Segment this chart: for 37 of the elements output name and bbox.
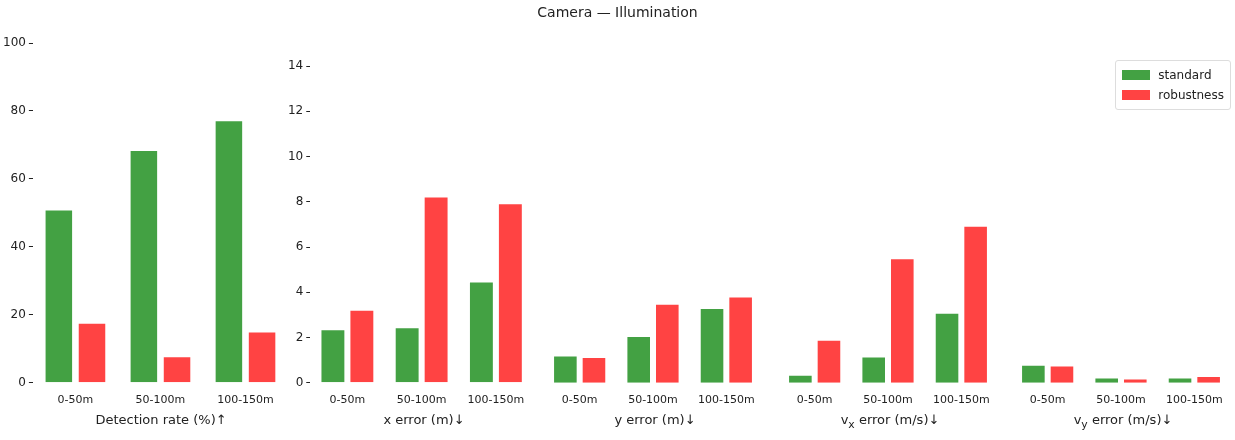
y-tick-label: 40 xyxy=(10,239,26,254)
x-axis-title: v$_{y}$ error (m/s)↓ xyxy=(1072,412,1174,431)
legend-label: standard xyxy=(1158,68,1212,82)
x-tick-label: 100-150m xyxy=(467,393,525,407)
x-tick-label: 50-100m xyxy=(863,393,913,407)
y-tick-label: 80 xyxy=(10,103,26,118)
x-tick-label: 0-50m xyxy=(561,393,598,407)
x-tick-label: 0-50m xyxy=(1029,393,1066,407)
y-tick-label: 100 xyxy=(3,35,26,50)
x-tick-label: 50-100m xyxy=(628,393,678,407)
y-tick-label: 0 xyxy=(295,374,304,389)
chart-title: Camera — Illumination xyxy=(536,4,699,20)
x-tick-label: 100-150m xyxy=(217,393,274,407)
x-tick-label: 0-50m xyxy=(329,393,366,407)
x-axis-title: x error (m)↓ xyxy=(382,412,466,427)
y-tick-label: 12 xyxy=(287,103,304,118)
x-tick-label: 100-150m xyxy=(697,393,755,407)
x-axis-title: y error (m)↓ xyxy=(613,412,697,427)
y-tick-label: 20 xyxy=(10,306,26,321)
y-tick-label: 10 xyxy=(287,148,304,163)
x-tick-label: 50-100m xyxy=(396,393,447,407)
y-tick-label: 2 xyxy=(295,329,304,344)
y-tick-label: 8 xyxy=(295,193,304,208)
y-tick-label: 0 xyxy=(18,374,26,389)
y-tick-label: 60 xyxy=(10,171,26,186)
y-tick-label: 4 xyxy=(295,284,304,299)
x-axis-title: Detection rate (%)↑ xyxy=(94,412,228,427)
x-tick-label: 0-50m xyxy=(796,393,833,407)
y-tick-label: 6 xyxy=(295,239,304,254)
x-axis-title: v$_{x}$ error (m/s)↓ xyxy=(839,412,941,431)
x-tick-label: 100-150m xyxy=(932,393,990,407)
x-tick-label: 50-100m xyxy=(135,393,186,407)
y-tick-label: 14 xyxy=(287,58,304,73)
x-tick-label: 50-100m xyxy=(1096,393,1146,407)
legend-label: robustness xyxy=(1158,88,1224,102)
x-tick-label: 0-50m xyxy=(57,393,94,407)
x-tick-label: 100-150m xyxy=(1165,393,1223,407)
